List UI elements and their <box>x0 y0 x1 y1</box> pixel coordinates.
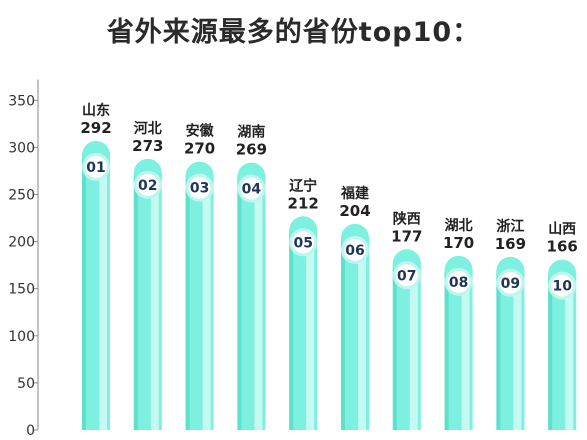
bar-shadow <box>392 263 397 430</box>
bar-shadow <box>496 270 501 430</box>
bar-shadow <box>185 175 190 430</box>
data-label: 204 <box>339 202 370 220</box>
rank-badge <box>85 155 107 178</box>
data-label: 273 <box>132 137 163 155</box>
bar-shadow <box>548 273 553 430</box>
rank-badge <box>136 173 159 196</box>
category-label: 福建 <box>340 185 369 202</box>
rank-badge <box>344 238 366 261</box>
category-label: 浙江 <box>496 218 524 235</box>
category-label: 辽宁 <box>289 177 317 194</box>
rank-badge-text: 10 <box>552 279 572 295</box>
category-label: 山东 <box>82 102 110 119</box>
y-tick-label: 100 <box>8 329 35 345</box>
bar-highlight <box>565 273 574 430</box>
y-tick-label: 50 <box>17 376 35 392</box>
category-label: 山西 <box>548 222 576 238</box>
data-label: 292 <box>80 119 111 137</box>
bar-shadow <box>133 172 138 431</box>
bar-highlight <box>409 263 418 430</box>
category-label: 安徽 <box>186 123 215 140</box>
bar-highlight <box>150 172 159 431</box>
rank-badge-text: 02 <box>138 178 157 194</box>
rank-badge <box>292 231 315 254</box>
data-label: 177 <box>391 227 422 245</box>
bar-shadow <box>237 176 242 430</box>
rank-badge-text: 06 <box>345 243 364 259</box>
bar-shadow <box>341 237 345 430</box>
bar-highlight <box>254 176 263 430</box>
y-tick-label: 0 <box>26 423 35 439</box>
data-label: 212 <box>288 194 319 212</box>
category-label: 河北 <box>134 120 162 137</box>
chart-title: 省外来源最多的省份top10： <box>106 17 481 48</box>
bar-shadow <box>289 230 294 430</box>
bar-highlight <box>99 154 107 430</box>
bar-highlight <box>358 237 366 430</box>
rank-badge-text: 03 <box>190 181 209 197</box>
rank-badge-text: 09 <box>501 276 520 292</box>
data-label: 270 <box>184 140 215 158</box>
bar-highlight <box>306 230 315 430</box>
bar-highlight <box>461 269 470 430</box>
category-label: 陕西 <box>393 210 421 227</box>
rank-badge-text: 05 <box>293 235 312 251</box>
rank-badge <box>240 177 263 200</box>
rank-badge <box>499 271 522 294</box>
bar-highlight <box>202 175 211 430</box>
rank-badge-text: 01 <box>86 160 105 176</box>
data-label: 169 <box>495 235 526 253</box>
bar-shadow <box>82 154 86 430</box>
rank-badge-text: 07 <box>397 268 416 284</box>
rank-badge <box>188 176 211 199</box>
category-label: 湖北 <box>445 218 473 234</box>
y-tick-label: 300 <box>8 140 35 156</box>
bar-highlight <box>513 270 522 430</box>
bar-shadow <box>444 269 449 430</box>
y-tick-label: 150 <box>8 282 35 298</box>
rank-badge-text: 08 <box>449 275 468 291</box>
rank-badge <box>551 274 574 297</box>
data-label: 269 <box>236 141 267 159</box>
category-label: 湖南 <box>237 124 265 141</box>
rank-badge <box>395 264 418 287</box>
data-label: 170 <box>443 234 474 252</box>
y-tick-label: 250 <box>8 188 35 204</box>
y-tick-label: 200 <box>8 235 35 251</box>
y-tick-label: 350 <box>8 93 35 109</box>
rank-badge-text: 04 <box>242 182 262 198</box>
rank-badge <box>447 270 470 293</box>
data-label: 166 <box>547 238 578 256</box>
